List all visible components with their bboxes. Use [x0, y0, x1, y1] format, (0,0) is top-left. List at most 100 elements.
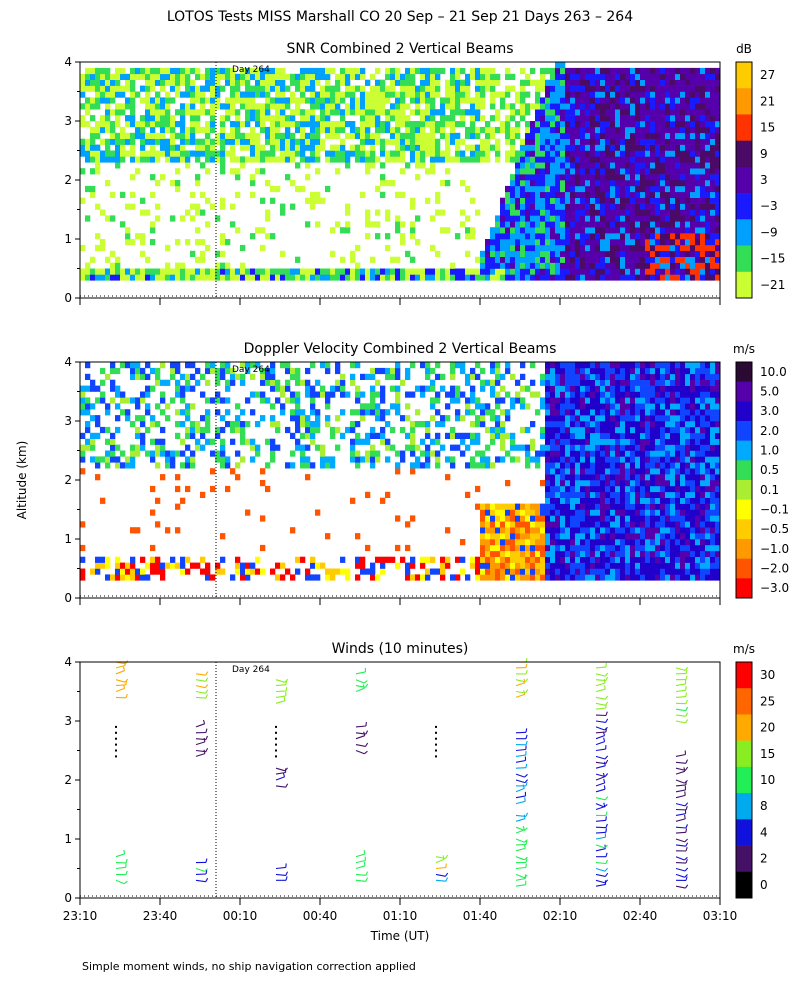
dop-cell	[420, 438, 426, 445]
dop-cell	[560, 574, 566, 581]
dop-cell	[360, 556, 366, 563]
snr-cell	[570, 67, 576, 75]
snr-cell	[110, 191, 116, 198]
dop-cell	[135, 568, 141, 575]
dop-cell	[105, 462, 111, 469]
snr-cell	[640, 191, 646, 198]
dop-cell	[270, 450, 276, 457]
snr-cell	[565, 168, 571, 175]
dop-cell	[630, 568, 636, 575]
dop-cell	[565, 450, 571, 457]
dop-cell	[80, 568, 86, 575]
dop-cell	[595, 444, 601, 451]
dop-cell	[640, 485, 646, 493]
dop-cell	[575, 568, 581, 575]
dop-cell	[555, 539, 561, 546]
snr-cell	[410, 73, 416, 80]
snr-cell	[635, 268, 641, 275]
dop-cell	[630, 533, 636, 540]
snr-colorbar-label: −15	[760, 252, 785, 266]
snr-cell	[230, 121, 236, 128]
snr-cell	[215, 97, 221, 104]
snr-cell	[240, 91, 246, 98]
snr-cell	[620, 85, 626, 92]
snr-cell	[520, 103, 526, 110]
snr-cell	[420, 138, 426, 145]
snr-cell	[425, 91, 431, 98]
snr-cell	[515, 126, 521, 134]
snr-cell	[220, 239, 226, 246]
snr-cell	[290, 91, 296, 98]
snr-cell	[570, 121, 576, 128]
snr-cell	[705, 67, 711, 75]
snr-cell	[710, 168, 716, 175]
snr-cell	[100, 268, 106, 275]
snr-cell	[300, 73, 306, 80]
snr-cell	[690, 103, 696, 110]
snr-cell	[690, 144, 696, 151]
dop-cell	[130, 367, 136, 375]
snr-cell	[630, 197, 636, 204]
snr-cell	[535, 191, 541, 198]
snr-cell	[560, 256, 566, 263]
snr-cell	[525, 138, 531, 145]
snr-cell	[340, 268, 346, 275]
snr-cell	[585, 268, 591, 275]
snr-cell	[625, 174, 631, 181]
snr-cell	[180, 144, 186, 151]
snr-cell	[565, 138, 571, 145]
snr-cell	[240, 121, 246, 128]
snr-cell	[205, 197, 211, 204]
snr-ytick-label: 3	[64, 114, 72, 128]
snr-cell	[155, 274, 161, 281]
snr-cell	[180, 67, 186, 75]
snr-cell	[405, 91, 411, 98]
dop-cell	[555, 444, 561, 451]
snr-cell	[90, 85, 96, 92]
snr-cell	[80, 150, 86, 157]
dop-cell	[605, 544, 611, 552]
snr-cell	[680, 197, 686, 204]
snr-cell	[320, 274, 326, 281]
dop-cell	[100, 562, 106, 569]
snr-cell	[520, 138, 526, 145]
snr-cell	[265, 73, 271, 80]
snr-cell	[640, 274, 646, 281]
snr-cell	[140, 209, 146, 216]
snr-cell	[630, 227, 636, 234]
snr-cell	[510, 221, 516, 228]
dop-cell	[480, 462, 486, 469]
snr-cell	[435, 73, 441, 80]
dop-cell	[460, 556, 466, 563]
snr-cell	[220, 126, 226, 134]
snr-cell	[415, 274, 421, 281]
dop-cell	[640, 403, 646, 410]
snr-cell	[420, 126, 426, 134]
dop-cell	[175, 421, 181, 428]
snr-cell	[235, 109, 241, 116]
snr-cell	[310, 150, 316, 157]
snr-cell	[455, 138, 461, 145]
dop-cell	[200, 568, 206, 575]
snr-cell	[550, 268, 556, 275]
snr-cell	[700, 256, 706, 263]
snr-cell	[700, 239, 706, 246]
snr-cell	[630, 191, 636, 198]
dop-cell	[590, 556, 596, 563]
snr-cell	[190, 79, 196, 86]
snr-cell	[655, 221, 661, 228]
dop-cell	[630, 521, 636, 528]
snr-cell	[625, 233, 631, 240]
snr-cell	[520, 221, 526, 228]
dop-cell	[415, 421, 421, 428]
snr-cell	[560, 62, 566, 69]
dop-cell	[285, 462, 291, 469]
snr-cell	[670, 215, 676, 222]
snr-cell	[245, 103, 251, 110]
dop-cell	[310, 421, 316, 428]
snr-cell	[530, 138, 536, 145]
snr-cell	[400, 274, 406, 281]
snr-cell	[435, 144, 441, 151]
snr-cell	[315, 156, 321, 163]
